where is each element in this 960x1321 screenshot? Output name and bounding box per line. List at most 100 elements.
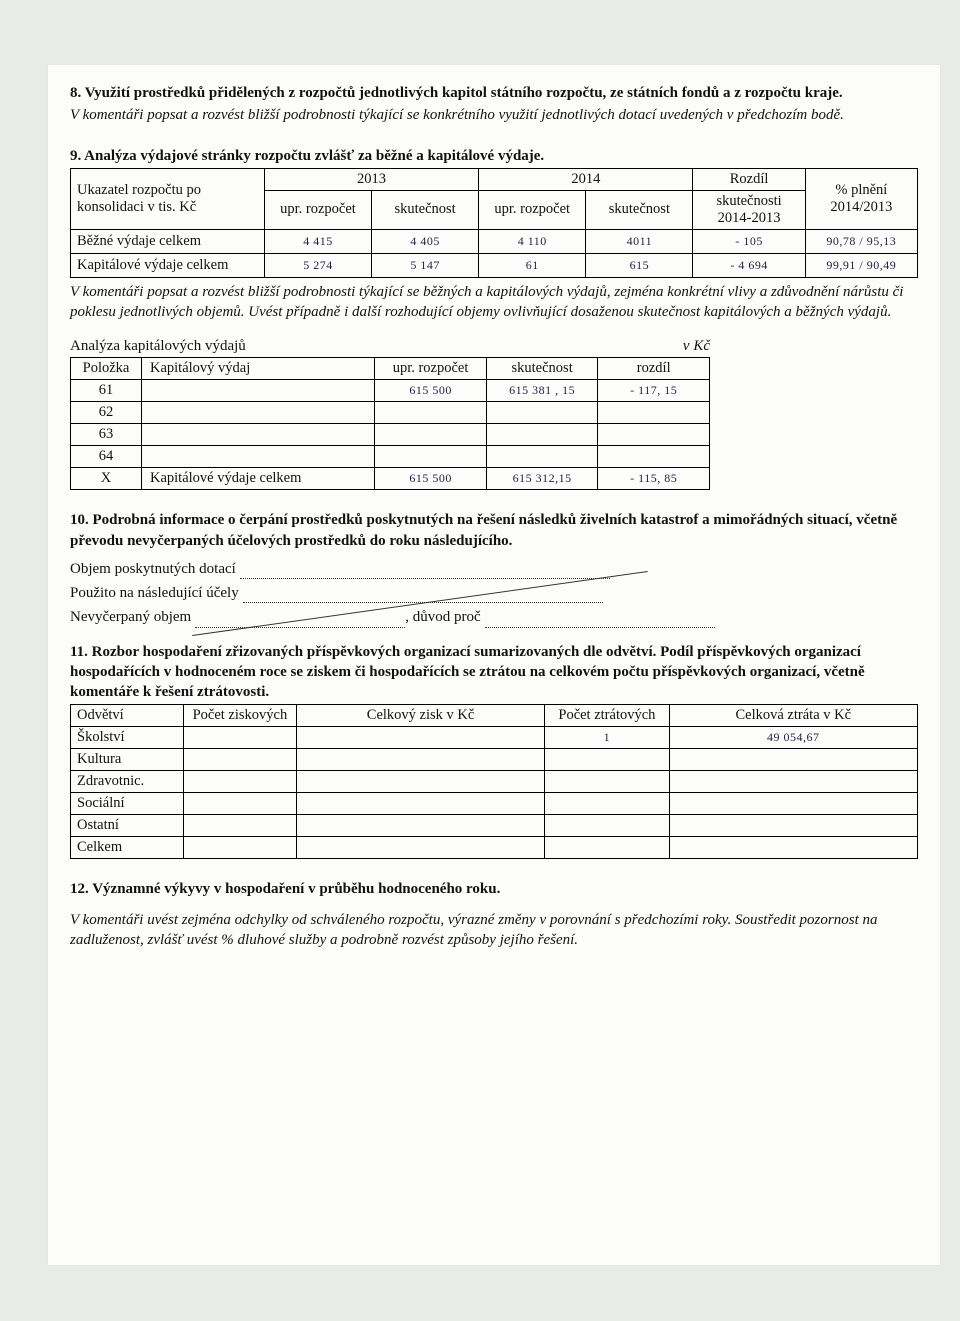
t11-row-1: Kultura [71,749,918,771]
t9-hdr-upr2: upr. rozpočet [479,190,586,229]
section12-note: V komentáři uvést zejména odchylky od sc… [70,910,918,951]
t9-hdr-2013: 2013 [264,168,478,190]
t9-hdr-rozdil-b: skutečnosti 2014-2013 [693,190,805,229]
cap-h4: rozdíl [598,358,710,380]
cap-r1-n [142,402,375,424]
t11-r0-pzt: 1 [545,727,669,749]
t11-h1: Počet ziskových [183,705,296,727]
t11-r3-pz [183,793,296,815]
cap-r0-b: 615 381 , 15 [486,380,598,402]
cap-r1-a [375,402,487,424]
section9-note: V komentáři popsat a rozvést bližší podr… [70,282,918,323]
cap-row-1: 62 [71,402,710,424]
t9-hdr-sk2: skutečnost [586,190,693,229]
t9-hdr-2014: 2014 [479,168,693,190]
table11: Odvětví Počet ziskových Celkový zisk v K… [70,704,918,859]
t11-row-4: Ostatní [71,815,918,837]
cap-row-4: XKapitálové výdaje celkem615 500615 312,… [71,468,710,490]
t11-r5-cz [296,837,544,859]
t11-r1-n: Kultura [71,749,184,771]
t11-r0-n: Školství [71,727,184,749]
t11-r1-pz [183,749,296,771]
t11-r1-cz [296,749,544,771]
section11-title: 11. Rozbor hospodaření zřizovaných přísp… [70,642,918,703]
section8-title: 8. Využití prostředků přidělených z rozp… [70,83,918,103]
cap-r3-a [375,446,487,468]
t9-r0-b: 4 405 [372,229,479,253]
cap-r2-p: 63 [71,424,142,446]
t11-r3-cz [296,793,544,815]
t11-r2-cz [296,771,544,793]
t11-r4-czt [669,815,917,837]
t11-r2-pzt [545,771,669,793]
cap-r0-a: 615 500 [375,380,487,402]
cap-r4-n: Kapitálové výdaje celkem [142,468,375,490]
t9-r0-name: Běžné výdaje celkem [71,229,265,253]
cap-row-2: 63 [71,424,710,446]
cap-row-0: 61 615 500615 381 , 15- 117, 15 [71,380,710,402]
t9-r0-c: 4 110 [479,229,586,253]
cap-vkc: v Kč [683,338,710,355]
cap-r3-p: 64 [71,446,142,468]
cap-r1-c [598,402,710,424]
t11-r2-pz [183,771,296,793]
s10-l3b: , důvod proč [405,609,480,625]
t11-row-2: Zdravotnic. [71,771,918,793]
t9-r0-d: 4011 [586,229,693,253]
cap-r2-n [142,424,375,446]
cap-r3-b [486,446,598,468]
section8-note: V komentáři popsat a rozvést bližší podr… [70,105,918,125]
t11-r4-pz [183,815,296,837]
t9-hdr-ukazatel: Ukazatel rozpočtu po konsolidaci v tis. … [71,168,265,229]
t9-r1-d: 615 [586,253,693,277]
table9: Ukazatel rozpočtu po konsolidaci v tis. … [70,168,918,278]
s10-l3a: Nevyčerpaný objem [70,609,191,625]
cap-r2-b [486,424,598,446]
cap-r4-b: 615 312,15 [486,468,598,490]
t11-r4-cz [296,815,544,837]
cap-h0: Položka [71,358,142,380]
cap-r4-p: X [71,468,142,490]
t11-r5-pz [183,837,296,859]
cap-r4-c: - 115, 85 [598,468,710,490]
cap-h3: skutečnost [486,358,598,380]
t9-r1-f: 99,91 / 90,49 [805,253,917,277]
s10-l2: Použito na následující účely [70,585,239,601]
cap-r0-p: 61 [71,380,142,402]
cap-r3-c [598,446,710,468]
t11-r5-n: Celkem [71,837,184,859]
t9-r0-e: - 105 [693,229,805,253]
t9-r1-e: - 4 694 [693,253,805,277]
t9-r0-f: 90,78 / 95,13 [805,229,917,253]
t9-hdr-sk1: skutečnost [372,190,479,229]
s10-line1: Objem poskytnutých dotací [70,559,918,579]
cap-row-3: 64 [71,446,710,468]
t9-hdr-rozdil-t: Rozdíl [693,168,805,190]
cap-r1-b [486,402,598,424]
t11-r4-n: Ostatní [71,815,184,837]
t11-r3-czt [669,793,917,815]
section10-title: 10. Podrobná informace o čerpání prostře… [70,510,918,551]
cap-title: Analýza kapitálových výdajů [70,338,246,355]
t9-row-1: Kapitálové výdaje celkem 5 274 5 147 61 … [71,253,918,277]
t9-r0-a: 4 415 [264,229,371,253]
cap-r2-c [598,424,710,446]
t11-r2-czt [669,771,917,793]
t9-row-0: Běžné výdaje celkem 4 415 4 405 4 110 40… [71,229,918,253]
t11-row-5: Celkem [71,837,918,859]
t11-r1-pzt [545,749,669,771]
t11-h2: Celkový zisk v Kč [296,705,544,727]
cap-r0-c: - 117, 15 [598,380,710,402]
t11-row-3: Sociální [71,793,918,815]
t11-r5-pzt [545,837,669,859]
t11-r1-czt [669,749,917,771]
s10-line3: Nevyčerpaný objem , důvod proč [70,607,918,627]
t11-r0-pz [183,727,296,749]
table-capital: Položka Kapitálový výdaj upr. rozpočet s… [70,357,710,490]
t9-r1-b: 5 147 [372,253,479,277]
cap-r4-a: 615 500 [375,468,487,490]
t11-r0-czt: 49 054,67 [669,727,917,749]
t11-h4: Celková ztráta v Kč [669,705,917,727]
t9-hdr-plneni: % plnění 2014/2013 [805,168,917,229]
t11-r0-cz [296,727,544,749]
